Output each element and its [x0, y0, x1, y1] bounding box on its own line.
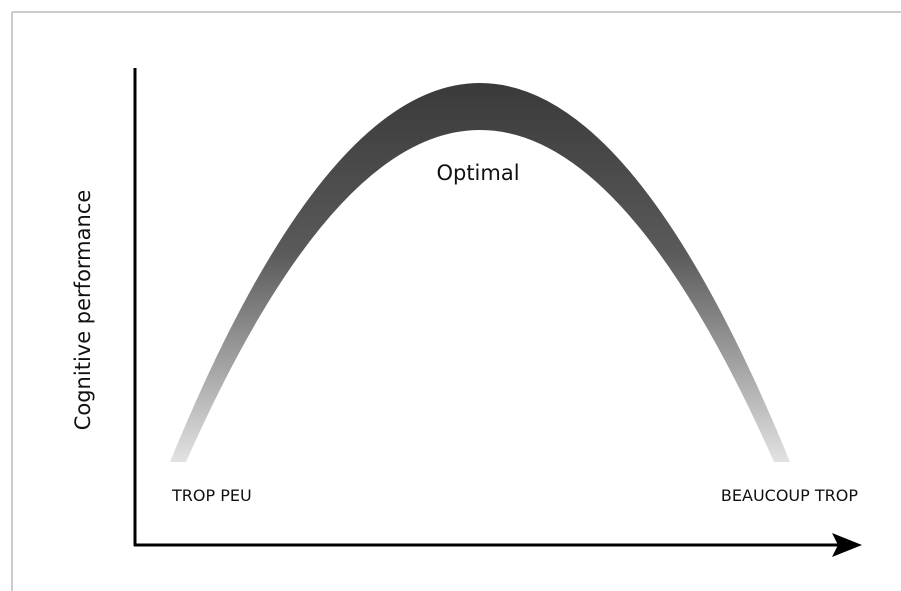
x-axis-arrow	[832, 533, 862, 557]
left-label: TROP PEU	[171, 486, 252, 505]
peak-label: Optimal	[436, 161, 519, 185]
y-axis-label: Cognitive performance	[71, 190, 95, 431]
right-label: BEAUCOUP TROP	[721, 486, 858, 505]
curve-band	[170, 83, 790, 462]
